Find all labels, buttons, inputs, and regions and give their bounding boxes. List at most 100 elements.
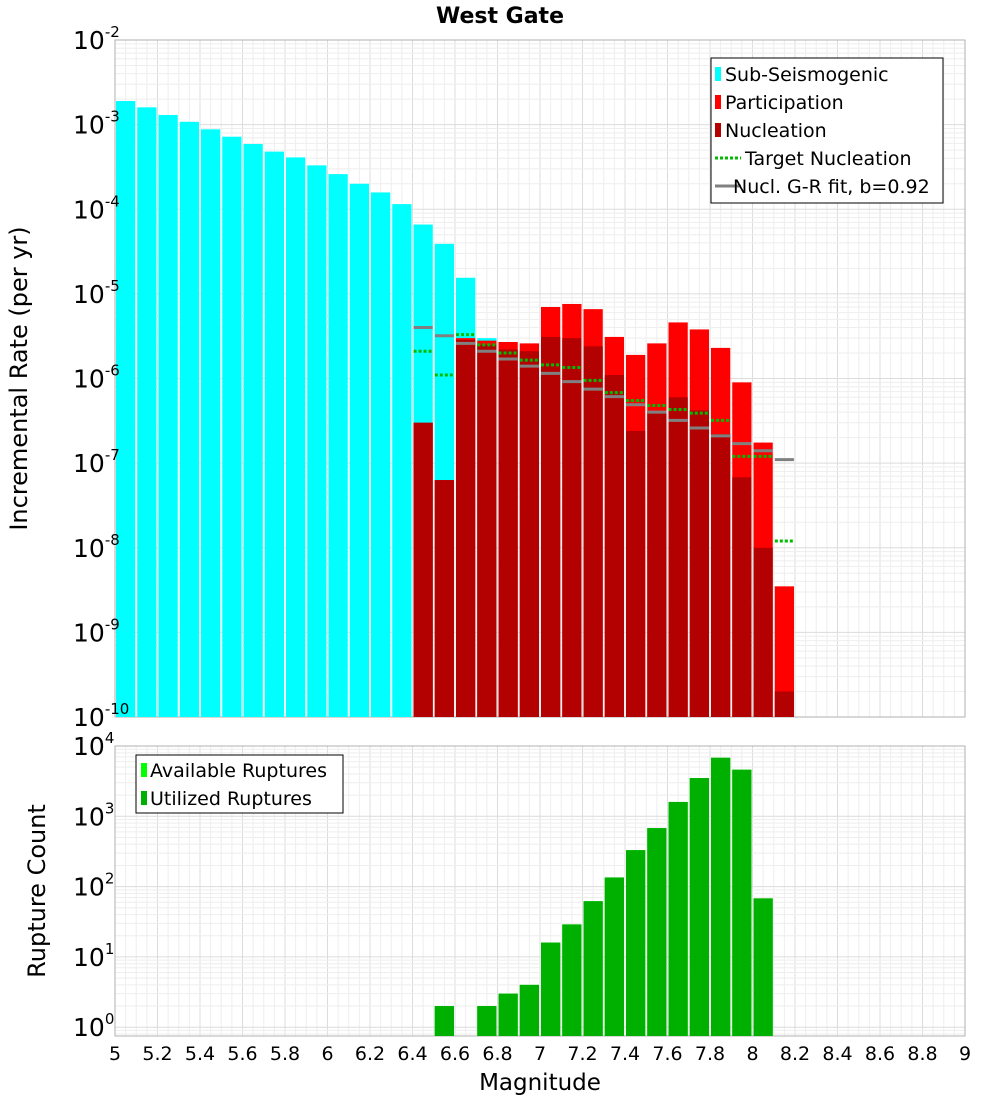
x-tick-label: 8.6 (865, 1043, 895, 1065)
sub-seismogenic-bar (158, 114, 178, 717)
x-tick-label: 9 (959, 1043, 971, 1065)
count-legend-swatch (141, 791, 147, 805)
count-legend-label: Available Ruptures (150, 760, 327, 782)
sub-seismogenic-bar (371, 192, 391, 717)
count-ytick-label: 102 (73, 870, 114, 902)
nucleation-bar (689, 410, 709, 717)
x-tick-label: 7 (534, 1043, 546, 1065)
rate-ytick-label: 10-10 (73, 700, 129, 732)
nucleation-bar (498, 349, 518, 717)
utilized-ruptures-bar (477, 1006, 497, 1036)
nucleation-bar (604, 374, 624, 717)
rate-legend-label: Nucl. G-R fit, b=0.92 (733, 176, 930, 198)
sub-seismogenic-bar (179, 121, 199, 718)
x-tick-label: 6 (321, 1043, 333, 1065)
x-tick-label: 8.8 (907, 1043, 937, 1065)
rate-legend-label: Nucleation (725, 120, 827, 142)
rate-ytick-label: 10-9 (73, 615, 120, 647)
rupture-count-panel: 100 101 102 103 104 Rupture Count 5 5.2 5.4 5.6 5.… (23, 729, 971, 1096)
nucleation-bar (477, 344, 497, 717)
x-tick-label: 5.2 (142, 1043, 172, 1065)
rate-legend-swatch (715, 123, 721, 137)
utilized-ruptures-series (434, 757, 773, 1036)
nucleation-bar (753, 547, 773, 717)
rate-ytick-label: 10-3 (73, 108, 120, 140)
x-tick-label: 6.2 (355, 1043, 385, 1065)
count-ytick-label: 100 (73, 1010, 114, 1042)
gr-fit-series (413, 326, 794, 462)
sub-seismogenic-bar (116, 101, 136, 718)
utilized-ruptures-bar (562, 924, 582, 1036)
count-ytick-label: 104 (73, 729, 114, 761)
utilized-ruptures-bar (711, 757, 731, 1036)
x-tick-label: 7.6 (652, 1043, 682, 1065)
rate-legend-swatch (715, 95, 721, 109)
count-plot-frame (114, 745, 966, 1037)
rate-plot-frame (114, 39, 966, 718)
x-tick-label: 7.4 (610, 1043, 640, 1065)
rate-legend-box (710, 57, 944, 204)
nucleation-bar (456, 340, 476, 717)
rate-legend-swatch (715, 67, 721, 81)
rate-legend-label: Sub-Seismogenic (725, 64, 889, 86)
x-tick-label: 6.8 (482, 1043, 512, 1065)
count-y-axis-label: Rupture Count (23, 804, 51, 978)
sub-seismogenic-bar (243, 144, 263, 717)
nucleation-bar (647, 411, 667, 717)
nucleation-bar (774, 691, 794, 717)
nucleation-bar (626, 430, 646, 717)
utilized-ruptures-bar (583, 901, 603, 1036)
utilized-ruptures-bar (753, 898, 773, 1036)
target-nucleation-series (413, 333, 794, 543)
x-axis-label: Magnitude (479, 1070, 601, 1096)
rate-panel: 10-10 10-9 10-8 10-7 10-6 10-5 10-4 10-3 10-2 Inc… (5, 23, 966, 732)
rate-legend-label: Target Nucleation (744, 148, 912, 170)
rate-ytick-label: 10-4 (73, 192, 120, 224)
sub-seismogenic-bar (264, 151, 284, 717)
count-ytick-label: 103 (73, 799, 114, 831)
utilized-ruptures-bar (626, 850, 646, 1036)
x-tick-label: 5 (109, 1043, 121, 1065)
nucleation-series (413, 336, 794, 717)
sub-seismogenic-bar (392, 204, 412, 717)
sub-seismogenic-bar (307, 165, 327, 718)
sub-seismogenic-bar (137, 107, 157, 718)
count-ytick-label: 101 (73, 940, 114, 972)
x-tick-label: 8.4 (822, 1043, 852, 1065)
nucleation-bar (541, 336, 561, 717)
x-tick-label: 5.4 (185, 1043, 215, 1065)
participation-bar (774, 586, 794, 717)
utilized-ruptures-bar (434, 1006, 454, 1036)
x-tick-label: 8.2 (780, 1043, 810, 1065)
nucleation-bar (562, 338, 582, 717)
rate-legend-label: Participation (725, 92, 844, 114)
sub-seismogenic-bar (349, 183, 369, 717)
rate-ytick-label: 10-8 (73, 531, 120, 563)
rate-ytick-label: 10-6 (73, 362, 120, 394)
count-legend-swatch (141, 763, 147, 777)
utilized-ruptures-bar (668, 801, 688, 1036)
nucleation-bar (711, 434, 731, 717)
x-tick-label: 7.2 (567, 1043, 597, 1065)
utilized-ruptures-bar (689, 778, 709, 1036)
nucleation-bar (434, 480, 454, 717)
x-tick-label: 8 (746, 1043, 758, 1065)
sub-seismogenic-bar (286, 157, 306, 717)
count-legend: Available Ruptures Utilized Ruptures (135, 754, 344, 814)
x-tick-label: 5.8 (270, 1043, 300, 1065)
nucleation-bar (519, 351, 539, 717)
x-tick-label: 6.4 (397, 1043, 427, 1065)
x-tick-label: 5.6 (227, 1043, 257, 1065)
sub-seismogenic-bar (201, 129, 221, 718)
chart-title: West Gate (436, 4, 564, 29)
x-tick-label: 6.6 (440, 1043, 470, 1065)
sub-seismogenic-bar (328, 174, 348, 717)
rate-ytick-label: 10-5 (73, 277, 120, 309)
nucleation-bar (583, 346, 603, 717)
utilized-ruptures-bar (732, 769, 752, 1036)
rate-y-axis-label: Incremental Rate (per yr) (5, 226, 33, 530)
rate-legend: Sub-Seismogenic Participation Nucleation Ta… (710, 57, 944, 204)
rate-ytick-label: 10-7 (73, 446, 120, 478)
